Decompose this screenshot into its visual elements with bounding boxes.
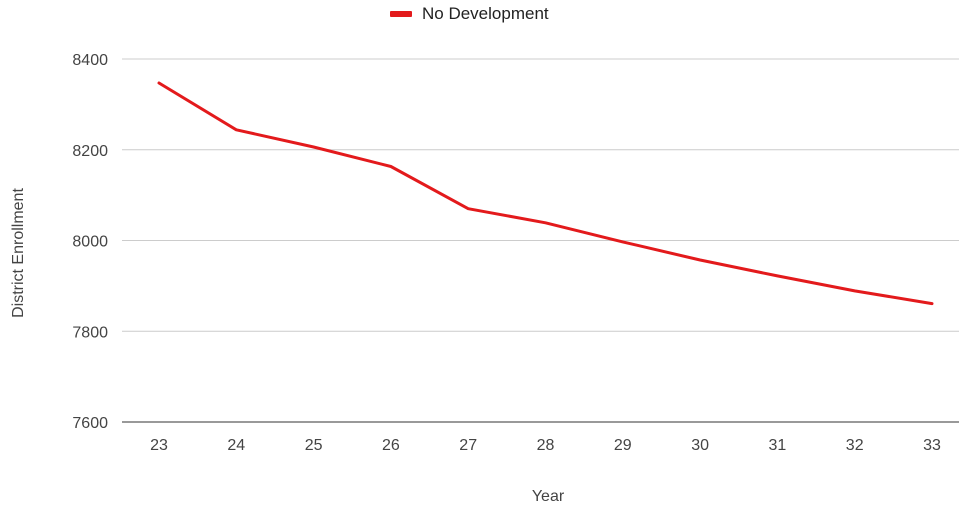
x-axis-label: Year [531,488,565,505]
x-tick-label: 23 [150,437,168,454]
x-tick-label: 31 [769,437,787,454]
y-tick-label: 7800 [72,324,108,341]
y-tick-label: 7600 [72,415,108,432]
x-tick-label: 26 [382,437,400,454]
y-tick-labels: 7600 7800 8000 8200 8400 [72,52,108,432]
y-tick-label: 8000 [72,234,108,251]
y-axis-label: District Enrollment [10,188,27,318]
x-tick-label: 32 [846,437,864,454]
x-tick-label: 28 [537,437,555,454]
x-tick-label: 24 [227,437,245,454]
legend-swatch [390,11,412,17]
x-tick-label: 29 [614,437,632,454]
gridlines [122,58,959,423]
x-tick-label: 33 [923,437,941,454]
x-tick-label: 30 [691,437,709,454]
x-tick-labels: 23 24 25 26 27 28 29 30 31 32 33 [150,437,941,454]
legend-label: No Development [422,4,549,23]
series-line [157,81,934,306]
legend: No Development [390,4,549,24]
y-tick-label: 8200 [72,143,108,160]
x-tick-label: 27 [459,437,477,454]
series-lines [157,81,934,306]
x-tick-label: 25 [305,437,323,454]
y-tick-label: 8400 [72,52,108,69]
